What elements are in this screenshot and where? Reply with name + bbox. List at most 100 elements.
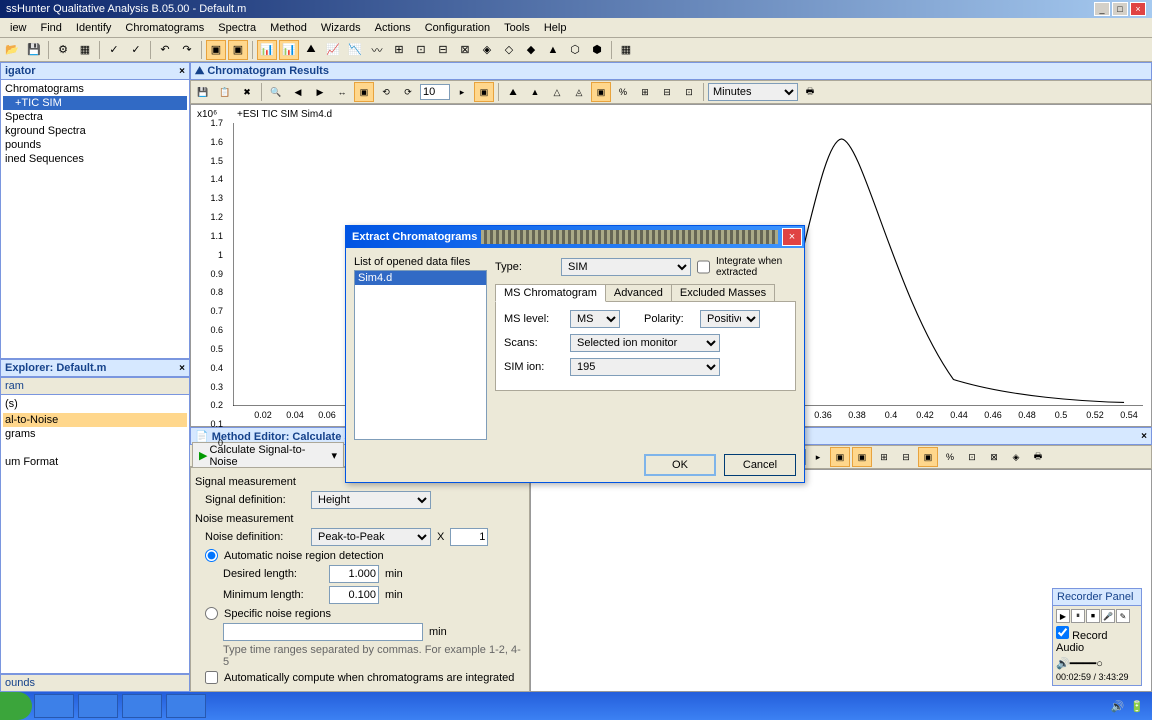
chart-icon[interactable]: ⬡ [565, 40, 585, 60]
peak-tool-icon[interactable]: ◬ [569, 82, 589, 102]
mode-icon[interactable]: ▣ [354, 82, 374, 102]
files-listbox[interactable]: Sim4.d [354, 270, 487, 440]
redo-icon[interactable]: ↷ [177, 40, 197, 60]
explorer-footer[interactable]: ounds [0, 674, 190, 692]
close-icon[interactable]: × [179, 363, 185, 374]
chart-icon[interactable]: 📊 [279, 40, 299, 60]
tool-icon[interactable]: ⊟ [896, 447, 916, 467]
print-icon[interactable]: 🖶 [800, 82, 820, 102]
desired-input[interactable] [329, 565, 379, 583]
record-audio-checkbox[interactable] [1056, 626, 1069, 639]
signal-def-select[interactable]: Height [311, 491, 431, 509]
tool-icon[interactable]: ◈ [1006, 447, 1026, 467]
nav-icon[interactable]: ◀ [288, 82, 308, 102]
panel-toggle-icon[interactable]: ▣ [206, 40, 226, 60]
chart-icon[interactable]: ⊞ [389, 40, 409, 60]
delete-icon[interactable]: ✖ [237, 82, 257, 102]
chart-icon[interactable]: ◆ [521, 40, 541, 60]
mode-icon[interactable]: ▣ [852, 447, 872, 467]
list-item[interactable]: Sim4.d [355, 271, 486, 285]
dialog-close-button[interactable]: × [782, 228, 802, 246]
tree-item[interactable]: ined Sequences [3, 152, 187, 166]
dialog-titlebar[interactable]: Extract Chromatograms × [346, 226, 804, 248]
tree-item[interactable] [3, 441, 187, 455]
tree-item[interactable]: (s) [3, 397, 187, 411]
tool-icon[interactable]: ▦ [75, 40, 95, 60]
scans-select[interactable]: Selected ion monitor [570, 334, 720, 352]
polarity-select[interactable]: Positive [700, 310, 760, 328]
tree-item[interactable]: Chromatograms [3, 82, 187, 96]
pause-icon[interactable]: ⏸ [1071, 609, 1085, 623]
noise-def-select[interactable]: Peak-to-Peak [311, 528, 431, 546]
tray-icon[interactable]: 🔋 [1130, 700, 1144, 713]
maximize-button[interactable]: □ [1112, 2, 1128, 16]
multiplier-input[interactable] [450, 528, 488, 546]
stop-icon[interactable]: ⏹ [1086, 609, 1100, 623]
menu-item[interactable]: Help [538, 20, 573, 35]
minimize-button[interactable]: _ [1094, 2, 1110, 16]
zoom-icon[interactable]: 🔍 [266, 82, 286, 102]
menu-item[interactable]: Spectra [212, 20, 262, 35]
menu-item[interactable]: Chromatograms [119, 20, 210, 35]
menu-item[interactable]: iew [4, 20, 33, 35]
menu-item[interactable]: Identify [70, 20, 117, 35]
copy-icon[interactable]: 📋 [215, 82, 235, 102]
menu-item[interactable]: Actions [369, 20, 417, 35]
tab-excluded-masses[interactable]: Excluded Masses [671, 284, 775, 302]
tool-icon[interactable]: ⊡ [962, 447, 982, 467]
nav-icon[interactable]: ↔ [332, 82, 352, 102]
menu-item[interactable]: Method [264, 20, 313, 35]
chart-icon[interactable]: ⊟ [433, 40, 453, 60]
tree-item[interactable]: Spectra [3, 110, 187, 124]
chart-icon[interactable]: 📊 [257, 40, 277, 60]
tool-icon[interactable]: ⊡ [679, 82, 699, 102]
percent-icon[interactable]: % [940, 447, 960, 467]
ranges-input[interactable] [223, 623, 423, 641]
print-icon[interactable]: 🖶 [1028, 447, 1048, 467]
specific-region-radio[interactable] [205, 607, 218, 620]
step-icon[interactable]: ▸ [808, 447, 828, 467]
tab-ms-chromatogram[interactable]: MS Chromatogram [495, 284, 606, 302]
taskbar-item[interactable] [78, 694, 118, 718]
refresh-icon[interactable]: ⟳ [398, 82, 418, 102]
ok-button[interactable]: OK [644, 454, 716, 476]
chart-icon[interactable]: ⬢ [587, 40, 607, 60]
min-input[interactable] [329, 586, 379, 604]
mode-icon[interactable]: ▣ [591, 82, 611, 102]
cancel-button[interactable]: Cancel [724, 454, 796, 476]
unit-select[interactable]: Minutes [708, 83, 798, 101]
tree-item[interactable]: al-to-Noise [3, 413, 187, 427]
tree-item[interactable]: pounds [3, 138, 187, 152]
check-icon[interactable]: ✓ [104, 40, 124, 60]
type-select[interactable]: SIM [561, 258, 691, 276]
save-icon[interactable]: 💾 [24, 40, 44, 60]
tray-icon[interactable]: 🔊 [1111, 700, 1125, 713]
tool-icon[interactable]: ⊞ [635, 82, 655, 102]
sim-ion-select[interactable]: 195 [570, 358, 720, 376]
chart-icon[interactable]: 📉 [345, 40, 365, 60]
check-icon[interactable]: ✓ [126, 40, 146, 60]
close-button[interactable]: × [1130, 2, 1146, 16]
menu-item[interactable]: Configuration [419, 20, 496, 35]
start-button[interactable] [0, 692, 32, 720]
peak-tool-icon[interactable]: ▲ [525, 82, 545, 102]
tree-item[interactable]: kground Spectra [3, 124, 187, 138]
chart-icon[interactable]: 📈 [323, 40, 343, 60]
taskbar-item[interactable] [122, 694, 162, 718]
ms-level-select[interactable]: MS [570, 310, 620, 328]
menu-item[interactable]: Find [35, 20, 68, 35]
menu-item[interactable]: Tools [498, 20, 536, 35]
tool-icon[interactable]: ⊞ [874, 447, 894, 467]
tree-item[interactable]: +TIC SIM [3, 96, 187, 110]
mode-icon[interactable]: ▣ [474, 82, 494, 102]
chart-icon[interactable]: ◈ [477, 40, 497, 60]
calculate-button[interactable]: ▶ Calculate Signal-to-Noise ▾ [192, 442, 344, 470]
close-icon[interactable]: × [1141, 431, 1147, 442]
save-icon[interactable]: 💾 [193, 82, 213, 102]
play-icon[interactable]: ▶ [1056, 609, 1070, 623]
chart-icon[interactable]: ⛰ [301, 40, 321, 60]
undo-icon[interactable]: ↶ [155, 40, 175, 60]
tool-icon[interactable]: ⚙ [53, 40, 73, 60]
menu-item[interactable]: Wizards [315, 20, 367, 35]
tab-advanced[interactable]: Advanced [605, 284, 672, 302]
